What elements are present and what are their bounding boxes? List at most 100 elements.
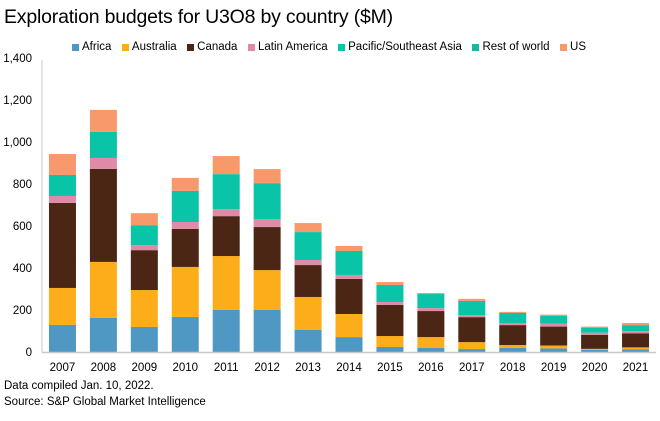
bar-segment-africa bbox=[171, 316, 199, 352]
bar-segment-pacific-southeast-asia bbox=[417, 294, 445, 309]
y-tick-label: 600 bbox=[13, 221, 32, 233]
bar-segment-us bbox=[48, 153, 76, 175]
bar-segment-latin-america bbox=[499, 323, 527, 326]
bar-segment-australia bbox=[417, 337, 445, 349]
legend-label: Africa bbox=[82, 41, 112, 53]
bar-segment-canada bbox=[294, 265, 322, 297]
bar-segment-australia bbox=[171, 266, 199, 317]
bar-segment-latin-america bbox=[48, 195, 76, 203]
bar-segment-canada bbox=[171, 228, 199, 267]
bar-segment-latin-america bbox=[376, 302, 404, 305]
legend-label: US bbox=[570, 41, 587, 53]
bar-segment-pacific-southeast-asia bbox=[581, 327, 609, 333]
x-tick-label: 2008 bbox=[91, 362, 117, 374]
bar-segment-pacific-southeast-asia bbox=[376, 285, 404, 303]
bar-stack-2016 bbox=[417, 292, 445, 352]
legend-swatch bbox=[472, 43, 480, 51]
bar-segment-us bbox=[212, 156, 240, 175]
legend-label: Latin America bbox=[257, 41, 328, 53]
bar-segment-africa bbox=[253, 310, 281, 352]
x-tick-label: 2019 bbox=[541, 362, 567, 374]
bar-segment-pacific-southeast-asia bbox=[499, 312, 527, 324]
bar-stack-2008 bbox=[89, 109, 117, 352]
bar-segment-africa bbox=[417, 348, 445, 352]
bar-segment-latin-america bbox=[89, 157, 117, 169]
bar-segment-africa bbox=[212, 310, 240, 352]
y-tick-label: 400 bbox=[13, 263, 32, 275]
bar-segment-africa bbox=[499, 348, 527, 352]
bar-segment-pacific-southeast-asia bbox=[89, 131, 117, 158]
bar-segment-australia bbox=[294, 296, 322, 330]
bar-segment-latin-america bbox=[212, 209, 240, 217]
bar-segment-pacific-southeast-asia bbox=[335, 250, 363, 275]
bar-segment-australia bbox=[130, 290, 158, 328]
legend-label: Pacific/Southeast Asia bbox=[348, 41, 462, 53]
bar-segment-canada bbox=[499, 325, 527, 346]
bar-stack-2017 bbox=[458, 298, 486, 352]
x-tick-label: 2009 bbox=[132, 362, 158, 374]
legend-item-australia: Australia bbox=[121, 41, 177, 53]
bars bbox=[48, 109, 650, 352]
legend-item-us: US bbox=[560, 41, 586, 53]
bar-segment-australia bbox=[335, 313, 363, 338]
bar-segment-canada bbox=[335, 278, 363, 314]
y-axis: 0 200 400 600 800 1,000 1,200 1,400 bbox=[3, 53, 43, 359]
x-tick-label: 2021 bbox=[623, 362, 649, 374]
bar-segment-australia bbox=[458, 342, 486, 350]
bar-segment-canada bbox=[622, 333, 650, 348]
bar-segment-latin-america bbox=[253, 219, 281, 228]
y-tick-label: 1,400 bbox=[3, 53, 32, 65]
bar-segment-pacific-southeast-asia bbox=[294, 232, 322, 261]
bar-segment-africa bbox=[540, 348, 568, 352]
x-tick-label: 2015 bbox=[377, 362, 403, 374]
bar-stack-2012 bbox=[253, 169, 281, 352]
bar-segment-australia bbox=[89, 261, 117, 318]
bar-segment-australia bbox=[253, 270, 281, 310]
bar-segment-pacific-southeast-asia bbox=[171, 190, 199, 223]
bar-segment-latin-america bbox=[622, 331, 650, 334]
x-tick-label: 2007 bbox=[50, 362, 76, 374]
legend: Africa Australia Canada Latin America Pacifi… bbox=[72, 41, 597, 53]
bar-segment-pacific-southeast-asia bbox=[212, 174, 240, 210]
bar-stack-2018 bbox=[499, 311, 527, 352]
bar-segment-pacific-southeast-asia bbox=[130, 225, 158, 246]
legend-label: Rest of world bbox=[482, 41, 550, 53]
bar-segment-us bbox=[540, 314, 568, 316]
bar-segment-australia bbox=[212, 256, 240, 310]
bar-segment-us bbox=[458, 298, 486, 301]
x-tick-label: 2016 bbox=[418, 362, 444, 374]
bar-stack-2015 bbox=[376, 282, 404, 352]
x-tick-label: 2018 bbox=[500, 362, 526, 374]
bar-segment-latin-america bbox=[130, 245, 158, 251]
y-tick-label: 200 bbox=[13, 305, 32, 317]
x-tick-label: 2017 bbox=[459, 362, 485, 374]
bar-stack-2007 bbox=[48, 153, 76, 352]
bar-segment-latin-america bbox=[335, 274, 363, 279]
bar-segment-us bbox=[171, 177, 199, 191]
legend-swatch bbox=[247, 43, 255, 51]
bar-segment-australia bbox=[622, 347, 650, 350]
bar-segment-canada bbox=[540, 326, 568, 346]
legend-item-africa: Africa bbox=[72, 41, 111, 53]
legend-swatch bbox=[72, 43, 79, 51]
bar-stack-2020 bbox=[581, 326, 609, 352]
x-tick-label: 2014 bbox=[336, 362, 362, 374]
bar-segment-canada bbox=[130, 250, 158, 291]
bar-stack-2014 bbox=[335, 245, 363, 352]
bar-segment-latin-america bbox=[294, 260, 322, 266]
y-tick-label: 0 bbox=[26, 347, 32, 359]
bar-segment-latin-america bbox=[581, 332, 609, 335]
bar-segment-canada bbox=[212, 216, 240, 257]
x-tick-label: 2010 bbox=[172, 362, 198, 374]
bar-stack-2009 bbox=[130, 213, 158, 352]
y-tick-label: 1,000 bbox=[3, 137, 32, 149]
legend-label: Canada bbox=[197, 41, 238, 53]
bar-segment-africa bbox=[622, 349, 650, 352]
bar-segment-canada bbox=[253, 227, 281, 271]
bar-segment-canada bbox=[458, 317, 486, 343]
legend-item-pacific-southeast-asia: Pacific/Southeast Asia bbox=[338, 41, 462, 53]
bar-segment-africa bbox=[581, 349, 609, 352]
bar-stack-2011 bbox=[212, 156, 240, 352]
legend-item-rest-of-world: Rest of world bbox=[472, 41, 550, 53]
bar-segment-us bbox=[130, 213, 158, 226]
